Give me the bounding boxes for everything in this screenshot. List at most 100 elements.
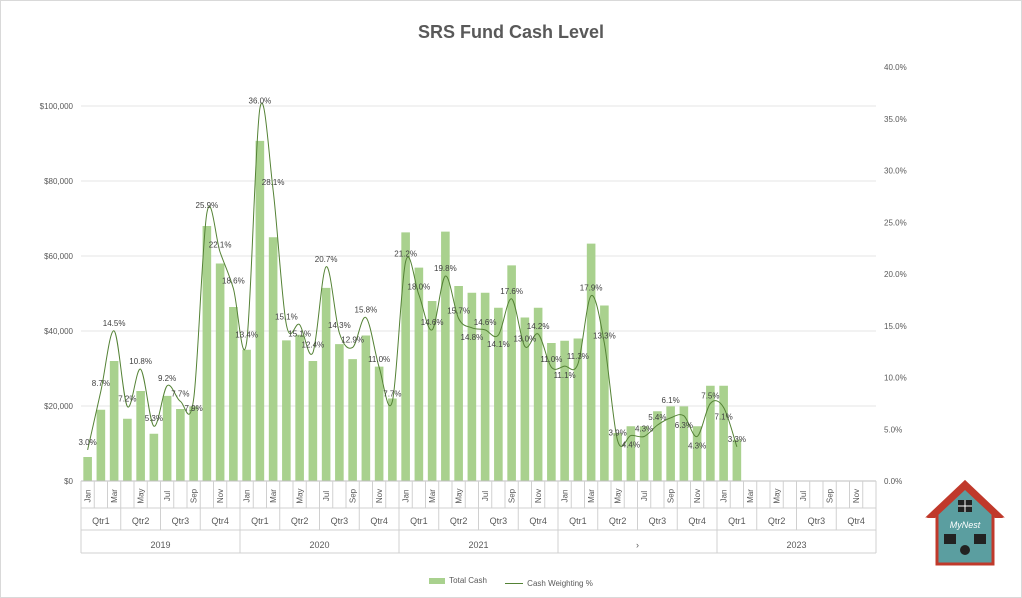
month-label: Jul <box>481 491 490 501</box>
year-label: › <box>636 540 639 550</box>
data-label-cash-weighting: 12.9% <box>341 335 364 344</box>
data-label-cash-weighting: 3.3% <box>728 435 746 444</box>
bar-total-cash <box>255 140 265 481</box>
data-label-cash-weighting: 7.5% <box>701 391 719 400</box>
bar-total-cash <box>401 232 410 481</box>
bar-total-cash <box>586 243 596 481</box>
left-axis-tick-label: $0 <box>64 477 73 486</box>
quarter-label: Qtr2 <box>132 516 150 526</box>
bar-total-cash <box>666 406 675 481</box>
quarter-label: Qtr4 <box>211 516 229 526</box>
month-label: May <box>773 488 782 503</box>
data-label-cash-weighting: 17.6% <box>500 287 523 296</box>
quarter-label: Qtr3 <box>808 516 826 526</box>
data-label-cash-weighting: 12.4% <box>302 341 325 350</box>
bar-total-cash <box>282 340 291 481</box>
data-label-cash-weighting: 9.2% <box>158 374 176 383</box>
bar-total-cash <box>600 305 609 481</box>
data-label-cash-weighting: 18.0% <box>408 283 431 292</box>
data-label-cash-weighting: 11.3% <box>567 352 589 361</box>
bar-total-cash <box>176 409 185 481</box>
data-label-cash-weighting: 7.1% <box>715 413 733 422</box>
month-label: Jan <box>720 490 729 503</box>
bar-total-cash <box>335 344 344 481</box>
data-label-cash-weighting: 7.7% <box>383 389 401 398</box>
bar-total-cash <box>202 226 212 481</box>
data-label-cash-weighting: 4.3% <box>688 441 706 450</box>
chart-title: SRS Fund Cash Level <box>417 22 605 42</box>
data-label-cash-weighting: 15.7% <box>447 307 470 316</box>
right-axis-tick-label: 20.0% <box>884 270 907 279</box>
quarter-label: Qtr4 <box>529 516 547 526</box>
bar-total-cash <box>136 391 145 481</box>
bar-total-cash <box>467 292 477 481</box>
data-label-cash-weighting: 10.8% <box>129 357 152 366</box>
legend-item-cash-weighting: Cash Weighting % <box>505 579 593 588</box>
data-label-cash-weighting: 14.1% <box>487 340 510 349</box>
data-label-cash-weighting: 14.6% <box>421 318 444 327</box>
data-label-cash-weighting: 3.9% <box>609 429 627 438</box>
left-axis-tick-label: $20,000 <box>44 402 73 411</box>
bar-total-cash <box>96 409 106 481</box>
bar-total-cash <box>653 411 662 481</box>
bar-total-cash <box>441 231 450 481</box>
month-label: Nov <box>534 489 543 503</box>
data-label-cash-weighting: 7.2% <box>118 394 136 403</box>
data-label-cash-weighting: 22.1% <box>209 240 232 249</box>
data-label-cash-weighting: 6.1% <box>662 396 680 405</box>
month-label: Jan <box>561 490 570 503</box>
data-label-cash-weighting: 13.0% <box>514 334 537 343</box>
data-label-cash-weighting: 11.0% <box>368 355 390 364</box>
data-label-cash-weighting: 13.3% <box>593 331 616 340</box>
quarter-label: Qtr3 <box>331 516 349 526</box>
year-label: 2021 <box>468 540 488 550</box>
quarter-label: Qtr3 <box>490 516 508 526</box>
month-label: Mar <box>746 489 755 503</box>
bar-total-cash <box>480 292 490 481</box>
month-label: Jul <box>799 491 808 501</box>
year-label: 2023 <box>786 540 806 550</box>
legend-label: Cash Weighting % <box>527 578 593 588</box>
data-label-cash-weighting: 15.1% <box>275 313 298 322</box>
bar-total-cash <box>189 406 198 481</box>
data-label-cash-weighting: 11.0% <box>540 355 562 364</box>
legend-item-total-cash: Total Cash <box>429 576 487 585</box>
left-axis-tick-label: $60,000 <box>44 252 73 261</box>
data-label-cash-weighting: 17.9% <box>580 284 603 293</box>
mynest-logo: MyNest <box>925 479 1005 566</box>
bar-total-cash <box>639 426 649 481</box>
bar-total-cash <box>109 361 119 481</box>
bar-total-cash <box>560 340 569 481</box>
data-label-cash-weighting: 18.6% <box>222 276 245 285</box>
month-label: Mar <box>110 489 119 503</box>
quarter-label: Qtr2 <box>768 516 786 526</box>
month-label: Jan <box>243 490 252 503</box>
left-axis-tick-label: $40,000 <box>44 327 73 336</box>
quarter-label: Qtr3 <box>172 516 190 526</box>
month-label: Jul <box>640 491 649 501</box>
quarter-label: Qtr4 <box>370 516 388 526</box>
bar-total-cash <box>533 307 543 481</box>
quarter-label: Qtr2 <box>291 516 309 526</box>
bar-total-cash <box>679 406 689 481</box>
bar-total-cash <box>573 338 583 481</box>
right-axis-tick-label: 0.0% <box>884 477 902 486</box>
left-axis-tick-label: $100,000 <box>40 102 74 111</box>
quarter-label: Qtr1 <box>92 516 110 526</box>
data-label-cash-weighting: 4.3% <box>635 424 653 433</box>
right-axis-tick-label: 40.0% <box>884 63 907 72</box>
bar-total-cash <box>626 426 636 481</box>
month-label: Nov <box>375 489 384 503</box>
quarter-label: Qtr4 <box>847 516 865 526</box>
line-cash-weighting <box>87 102 738 451</box>
month-label: Nov <box>216 489 225 503</box>
bar-total-cash <box>83 457 92 481</box>
month-label: Sep <box>190 488 199 503</box>
bar-total-cash <box>295 334 304 481</box>
month-label: Sep <box>349 488 358 503</box>
data-label-cash-weighting: 7.9% <box>185 404 203 413</box>
bar-total-cash <box>547 343 556 481</box>
bar-total-cash <box>123 418 132 481</box>
right-axis-tick-label: 5.0% <box>884 425 902 434</box>
